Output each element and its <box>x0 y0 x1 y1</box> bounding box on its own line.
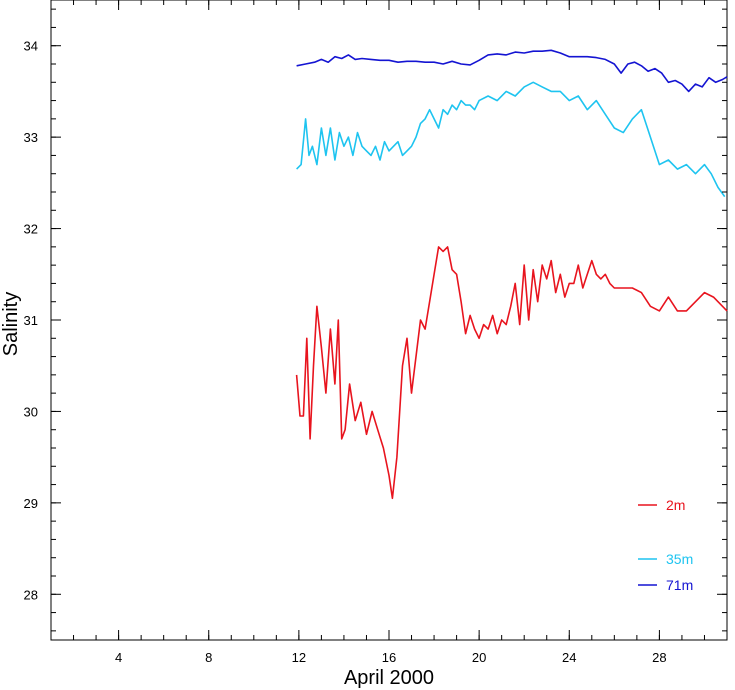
tick-layer: 4 8 12 16 20 24 28 28 29 30 31 32 33 34 <box>24 0 728 665</box>
series-line-3 <box>296 49 728 93</box>
y-axis-title: Salinity <box>0 292 22 356</box>
y-tick-label: 29 <box>24 496 38 511</box>
y-tick-label: 30 <box>24 404 38 419</box>
y-tick-label: 28 <box>24 587 38 602</box>
plot-frame <box>50 0 728 641</box>
x-tick-label: 8 <box>205 650 212 665</box>
series-line-2 <box>296 81 726 198</box>
legend: 2m 35m 71m <box>638 497 693 593</box>
x-tick-label: 16 <box>382 650 396 665</box>
legend-label: 71m <box>666 577 693 593</box>
legend-label: 2m <box>666 497 685 513</box>
y-tick-label: 31 <box>24 313 38 328</box>
legend-label: 35m <box>666 551 693 567</box>
y-tick-label: 33 <box>24 130 38 145</box>
y-tick-label: 32 <box>24 222 38 237</box>
x-tick-label: 28 <box>652 650 666 665</box>
x-tick-label: 20 <box>472 650 486 665</box>
x-tick-label: 12 <box>292 650 306 665</box>
series-layer <box>295 49 728 500</box>
y-tick-label: 34 <box>24 39 38 54</box>
x-axis-title: April 2000 <box>344 667 434 689</box>
x-tick-label: 24 <box>562 650 576 665</box>
x-tick-label: 4 <box>115 650 122 665</box>
series-line-1 <box>295 246 728 500</box>
